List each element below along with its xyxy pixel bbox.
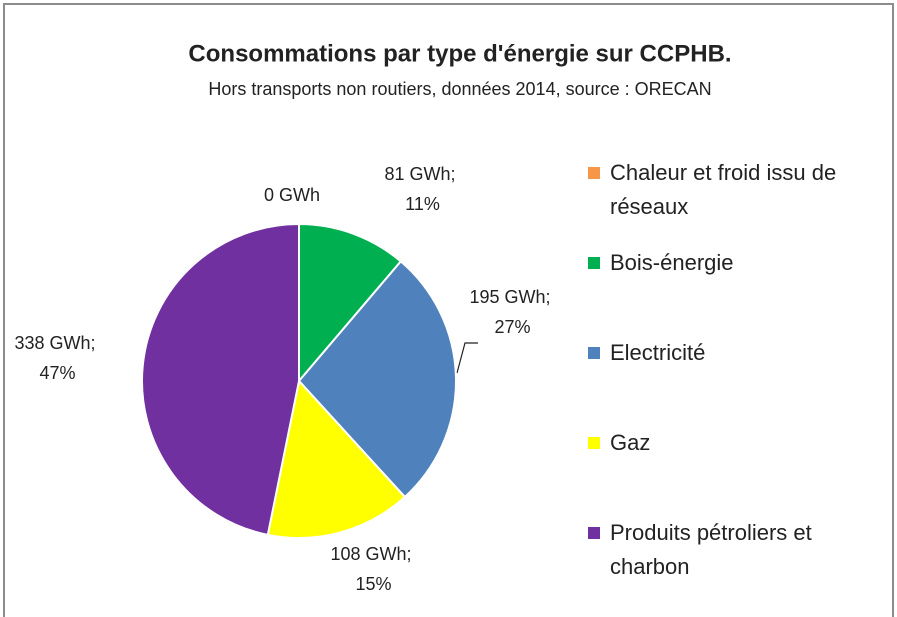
data-label-line: 11% bbox=[400, 194, 440, 214]
leader-line bbox=[456, 342, 478, 374]
pie-slice bbox=[140, 222, 300, 537]
data-label-line: 47% bbox=[34, 363, 75, 383]
chart-frame bbox=[3, 3, 894, 617]
legend-swatch bbox=[588, 257, 600, 269]
chart-title: Consommations par type d'énergie sur CCP… bbox=[188, 40, 731, 67]
data-label-line: 81 GWh; bbox=[384, 164, 455, 184]
data-label-line: 27% bbox=[489, 317, 530, 337]
pie-slice bbox=[298, 222, 403, 384]
legend-label: Produits pétroliers et charbon bbox=[610, 520, 812, 579]
data-label-line: 108 GWh; bbox=[330, 544, 411, 564]
legend-swatch bbox=[588, 527, 600, 539]
legend-item: Produits pétroliers et charbon bbox=[588, 516, 888, 584]
legend-swatch bbox=[588, 347, 600, 359]
pie-slice bbox=[266, 378, 407, 539]
pie-slice bbox=[297, 260, 457, 499]
data-label-line: 338 GWh; bbox=[14, 333, 95, 353]
data-label: 81 GWh; 11% bbox=[384, 164, 455, 214]
data-label: 195 GWh; 27% bbox=[469, 287, 550, 337]
data-label-line: 195 GWh; bbox=[469, 287, 550, 307]
legend-label: Gaz bbox=[610, 430, 651, 455]
data-label: 338 GWh; 47% bbox=[14, 333, 95, 383]
legend-item: Electricité bbox=[588, 336, 888, 370]
data-label-line: 15% bbox=[350, 574, 391, 594]
legend-swatch bbox=[588, 167, 600, 179]
data-label: 0 GWh bbox=[264, 185, 320, 205]
chart-subtitle: Hors transports non routiers, données 20… bbox=[208, 79, 711, 99]
data-label: 108 GWh; 15% bbox=[330, 544, 411, 594]
legend-item: Gaz bbox=[588, 426, 888, 460]
legend-item: Bois-énergie bbox=[588, 246, 888, 280]
legend-label: Electricité bbox=[610, 340, 706, 365]
legend-label: Chaleur et froid issu de réseaux bbox=[610, 160, 837, 219]
legend-label: Bois-énergie bbox=[610, 250, 734, 275]
legend-swatch bbox=[588, 437, 600, 449]
legend-item: Chaleur et froid issu de réseaux bbox=[588, 156, 888, 224]
